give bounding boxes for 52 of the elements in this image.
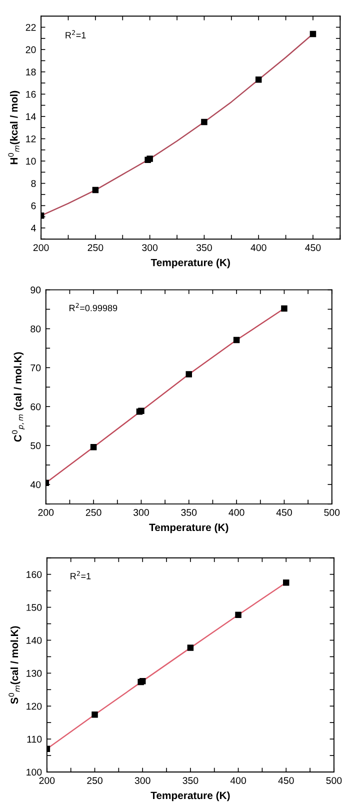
x-tick-label: 200 (33, 244, 49, 252)
y-tick-label: 4 (31, 224, 36, 232)
x-tick-label: 500 (324, 509, 340, 516)
y-tick-label: 18 (26, 68, 36, 76)
annotation: R$^{2}$=0.99989 (70, 303, 118, 312)
y-tick-label: 100 (26, 768, 42, 776)
x-tick-label: 450 (305, 244, 321, 252)
x-tick-label: 450 (278, 777, 294, 784)
y-tick-label: 90 (30, 286, 41, 294)
x-tick-label: 300 (134, 777, 150, 784)
x-tick-label: 250 (88, 244, 104, 252)
annotation: R$^{2}$=1 (66, 30, 86, 38)
x-tick-label: 250 (87, 777, 102, 784)
y-tick-label: 40 (30, 481, 41, 488)
x-axis-title: Temperature (K) (150, 258, 230, 268)
x-tick-label: 400 (228, 509, 244, 516)
y-tick-label: 70 (30, 364, 41, 372)
annotation: R$^{2}$=1 (70, 571, 91, 580)
y-tick-label: 80 (30, 325, 41, 332)
x-tick-label: 400 (250, 244, 266, 252)
y-tick-label: 16 (26, 90, 36, 98)
y-tick-label: 50 (30, 442, 41, 450)
y-tick-label: 160 (26, 571, 42, 578)
x-tick-label: 500 (326, 777, 342, 784)
y-tick-label: 140 (26, 636, 42, 644)
y-tick-label: 130 (26, 670, 42, 677)
x-tick-label: 350 (182, 777, 198, 784)
y-axis-title: H$^{0}$$_{m}$(kcal / mol) (8, 90, 20, 164)
y-tick-label: 6 (31, 202, 36, 210)
y-tick-label: 120 (26, 702, 42, 710)
x-tick-label: 250 (86, 509, 102, 516)
x-tick-label: 300 (133, 509, 149, 516)
x-tick-label: 350 (181, 509, 197, 516)
y-tick-label: 150 (26, 604, 42, 611)
y-tick-label: 14 (26, 113, 36, 120)
y-tick-label: 8 (31, 180, 36, 187)
x-tick-label: 200 (39, 777, 55, 784)
y-tick-label: 10 (26, 158, 36, 165)
y-tick-label: 12 (26, 135, 36, 142)
x-tick-label: 300 (142, 244, 158, 252)
x-tick-label: 400 (230, 777, 246, 784)
y-axis-title: S$^{0}$$_{m}$(cal / mol.K) (8, 626, 20, 704)
y-tick-label: 20 (26, 46, 36, 54)
x-axis-title: Temperature (K) (149, 523, 228, 534)
y-tick-label: 60 (30, 403, 41, 410)
x-tick-label: 450 (276, 509, 292, 516)
y-tick-label: 22 (26, 24, 36, 31)
x-axis-title: Temperature (K) (150, 791, 230, 802)
x-tick-label: 200 (38, 509, 54, 516)
x-tick-label: 350 (196, 244, 212, 252)
y-axis-title: C$^{0}$$_{p,m}$ (cal / mol.K) (12, 352, 25, 442)
y-tick-label: 110 (27, 736, 42, 743)
